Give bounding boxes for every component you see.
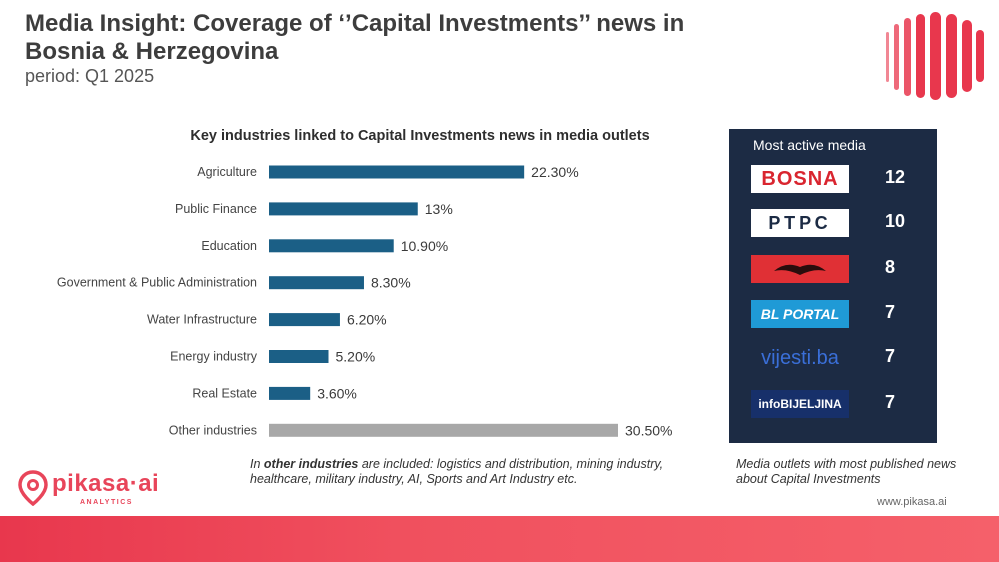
media-note: Media outlets with most published news a… [736, 457, 957, 486]
period-label: period: Q1 2025 [25, 66, 155, 86]
media-count: 8 [885, 257, 896, 277]
value-label: 5.20% [336, 349, 376, 365]
category-label: Education [201, 239, 257, 253]
bar [269, 313, 340, 327]
media-row: vijesti.ba 7 [729, 340, 937, 376]
bar [269, 202, 418, 216]
bar [269, 165, 525, 179]
stripes-decoration [886, 12, 984, 100]
most-active-media-panel: Most active media BOSNA 12 РТРС 10 8 BL PORTA… [729, 129, 937, 443]
value-label: 6.20% [347, 312, 387, 328]
category-label: Water Infrastructure [147, 313, 257, 327]
page-title: Media Insight: Coverage of ‘’Capital Inv… [25, 10, 685, 65]
brand-name: pikasa·ai [52, 470, 160, 497]
brand-sub: ANALYTICS [80, 499, 133, 506]
bl-portal-logo: BL PORTAL [751, 300, 849, 328]
eagle-logo [751, 255, 849, 283]
bar [269, 239, 394, 253]
media-count: 7 [885, 346, 896, 366]
category-label: Real Estate [192, 386, 257, 400]
info-bijeljina-logo: infoBIJELJINA [751, 390, 849, 418]
note-suffix: are included: logistics and distribution… [250, 457, 664, 486]
pin-icon [18, 470, 48, 506]
value-label: 30.50% [625, 422, 672, 438]
category-label: Government & Public Administration [57, 276, 257, 290]
value-label: 22.30% [531, 164, 578, 180]
rtrs-logo: РТРС [751, 209, 849, 237]
media-count: 10 [885, 211, 906, 231]
value-label: 8.30% [371, 275, 411, 291]
bar [269, 350, 329, 363]
category-label: Public Finance [175, 202, 257, 216]
chart-note: In other industries are included: logist… [250, 457, 720, 487]
value-label: 3.60% [317, 385, 357, 401]
media-row: РТРС 10 [729, 205, 937, 241]
note-prefix: In [250, 457, 264, 471]
footer-band [0, 516, 999, 562]
value-label: 10.90% [401, 238, 448, 254]
media-count: 7 [885, 302, 896, 322]
vijesti-logo: vijesti.ba [751, 344, 849, 372]
bar [269, 423, 618, 437]
media-row: BOSNA 12 [729, 161, 937, 197]
chart-title: Key industries linked to Capital Investm… [190, 128, 650, 144]
category-label: Other industries [169, 423, 257, 437]
value-label: 13% [425, 201, 453, 217]
bar [269, 276, 364, 290]
media-count: 7 [885, 392, 896, 412]
note-bold: other industries [263, 457, 359, 471]
bar [269, 386, 311, 400]
brand-logo: pikasa·ai ANALYTICS [18, 470, 168, 510]
website-link[interactable]: www.pikasa.ai [877, 496, 947, 508]
media-row: 8 [729, 251, 937, 287]
bosna-logo: BOSNA [751, 165, 849, 193]
media-row: BL PORTAL 7 [729, 296, 937, 332]
media-panel-title: Most active media [753, 137, 866, 153]
media-count: 12 [885, 167, 906, 187]
category-label: Agriculture [197, 165, 257, 179]
bar-chart: Agriculture 22.30% Public Finance 13% Educat… [57, 164, 673, 438]
category-label: Energy industry [170, 350, 258, 364]
media-row: infoBIJELJINA 7 [729, 386, 937, 422]
